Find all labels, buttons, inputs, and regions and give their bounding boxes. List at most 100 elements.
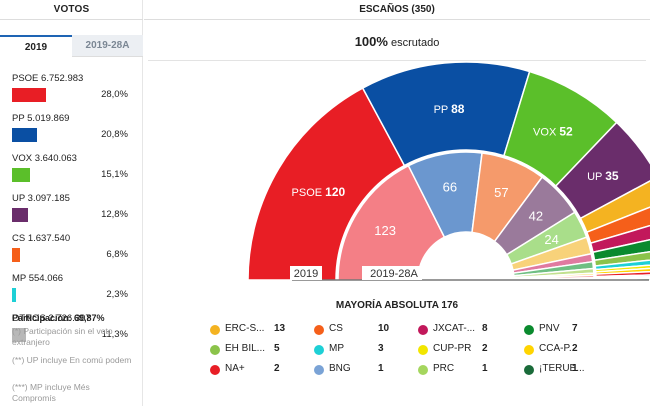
legend-name: PNV [539, 323, 560, 334]
vote-bar [12, 288, 16, 302]
tab-2019[interactable]: 2019 [0, 35, 72, 57]
inner-arc-label-cs: 57 [494, 185, 508, 200]
vote-pct: 15,1% [101, 169, 128, 180]
legend-dot [210, 365, 220, 375]
vote-item-mp: MP 554.066 2,3% [12, 273, 128, 313]
vote-bar [12, 328, 26, 342]
vote-pct: 11,3% [101, 329, 128, 340]
legend-seats: 2 [572, 343, 578, 354]
vote-label: UP 3.097.185 [12, 193, 70, 204]
outer-hemicycle-2019 [247, 62, 650, 281]
inner-hemicycle-2019-28a [337, 151, 595, 281]
legend-name: PRC [433, 363, 455, 374]
legend-seats: 1 [482, 363, 488, 374]
legend-seats: 2 [482, 343, 488, 354]
legend-dot [314, 325, 324, 335]
legend-item: CS 10 [314, 322, 414, 336]
tab-2019-28a[interactable]: 2019-28A [72, 35, 143, 57]
participation-value: 69,87% [74, 313, 105, 323]
legend-seats: 5 [274, 343, 280, 354]
legend-item: MP 3 [314, 342, 414, 356]
legend-dot [210, 325, 220, 335]
legend-item: PRC 1 [418, 362, 518, 376]
inner-arc-label-vox: 24 [544, 232, 558, 247]
divider [148, 60, 646, 61]
legend-dot [524, 325, 534, 335]
legend-dot [418, 365, 428, 375]
vote-label: VOX 3.640.063 [12, 153, 77, 164]
inner-arc-label-psoe: 123 [374, 223, 396, 238]
legend-name: JXCAT-... [433, 323, 476, 334]
inner-arc-label-up: 42 [529, 209, 543, 224]
legend-name: NA+ [225, 363, 245, 374]
vote-label: CS 1.637.540 [12, 233, 71, 244]
note-mp: (***) MP incluye Més Compromís [12, 382, 90, 403]
vote-label: OTROS 2.726.307 [12, 313, 91, 324]
participation-label: Participación: [12, 313, 72, 323]
outer-arc-label-pp: PP 88 [434, 102, 465, 116]
vote-item-vox: VOX 3.640.063 15,1% [12, 153, 128, 193]
outer-arc-label-up: UP 35 [587, 169, 619, 183]
legend-dot [418, 325, 428, 335]
note-participation: (*) Participación sin el voto extranjero [12, 326, 113, 347]
inner-label-bg [362, 266, 422, 280]
legend-name: CS [329, 323, 343, 334]
vote-item-pp: PP 5.019.869 20,8% [12, 113, 128, 153]
votes-panel: VOTOS 2019 2019-28A PSOE 6.752.983 28,0% P… [0, 0, 143, 406]
legend-dot [314, 345, 324, 355]
legend-dot [314, 365, 324, 375]
legend-seats: 2 [274, 363, 280, 374]
vote-bar [12, 248, 21, 262]
legend-name: MP [329, 343, 344, 354]
legend-item: ¡TERUE... 1 [524, 362, 624, 376]
vote-pct: 28,0% [101, 89, 128, 100]
legend-dot [210, 345, 220, 355]
legend-item: JXCAT-... 8 [418, 322, 518, 336]
note-up: (**) UP incluye En comú podem [12, 355, 132, 365]
legend-item: CUP-PR 2 [418, 342, 518, 356]
legend-name: CUP-PR [433, 343, 472, 354]
legend-item: CCA-P... 2 [524, 342, 624, 356]
legend-item: PNV 7 [524, 322, 624, 336]
vote-pct: 2,3% [106, 289, 128, 300]
vote-pct: 6,8% [106, 249, 128, 260]
vote-label: PSOE 6.752.983 [12, 73, 84, 84]
inner-arc-label-pp: 66 [443, 179, 457, 194]
legend-seats: 3 [378, 343, 384, 354]
legend-seats: 8 [482, 323, 488, 334]
vote-pct: 12,8% [101, 209, 128, 220]
legend-item: EH BIL... 5 [210, 342, 310, 356]
legend-item: ERC-S... 13 [210, 322, 310, 336]
legend-name: EH BIL... [225, 343, 266, 354]
vote-item-cs: CS 1.637.540 6,8% [12, 233, 128, 273]
majority-label: MAYORÍA ABSOLUTA 176 [335, 300, 459, 311]
vote-label: PP 5.019.869 [12, 113, 70, 124]
outer-label-bg [290, 266, 322, 280]
scrutiny-text: escrutado [391, 37, 440, 49]
participation: Participación: 69,87% [12, 313, 105, 323]
legend-seats: 1 [378, 363, 384, 374]
legend-dot [418, 345, 428, 355]
vote-item-up: UP 3.097.185 12,8% [12, 193, 128, 233]
legend-name: BNG [329, 363, 351, 374]
legend-item: NA+ 2 [210, 362, 310, 376]
legend-seats: 1 [572, 363, 578, 374]
vote-item-psoe: PSOE 6.752.983 28,0% [12, 73, 128, 113]
legend-seats: 7 [572, 323, 578, 334]
legend-seats: 10 [378, 323, 390, 334]
outer-arc-label-vox: VOX 52 [533, 125, 573, 139]
legend-item: BNG 1 [314, 362, 414, 376]
seats-title: ESCAÑOS (350) [144, 0, 650, 20]
legend-name: ERC-S... [225, 323, 265, 334]
year-tabs: 2019 2019-28A [0, 35, 143, 57]
scrutiny-pct: 100% [354, 34, 388, 49]
legend-dot [524, 365, 534, 375]
outer-arc-psoe[interactable] [247, 87, 406, 281]
vote-bar [12, 88, 46, 102]
legend-dot [524, 345, 534, 355]
vote-item-otros: OTROS 2.726.307 11,3% [12, 313, 128, 353]
inner-arc-psoe[interactable] [337, 164, 446, 281]
outer-arc-label-psoe: PSOE 120 [292, 185, 346, 199]
